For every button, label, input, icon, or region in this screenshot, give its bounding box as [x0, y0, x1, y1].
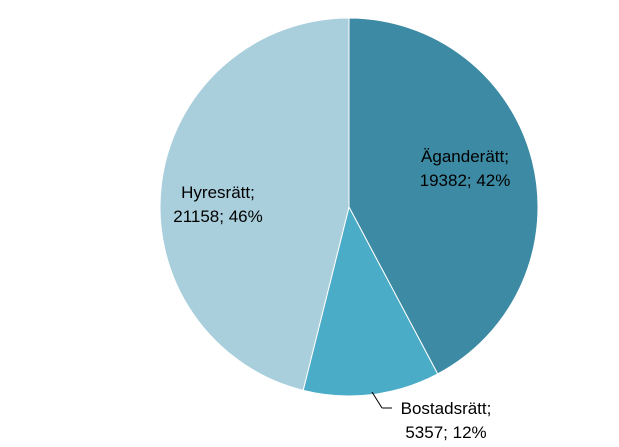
- hyresratt-label-value: 21158; 46%: [173, 207, 262, 226]
- aganderatt-label-name: Äganderätt;: [421, 147, 509, 166]
- pie-slice-bostadsratt: [302, 205, 439, 397]
- aganderatt-label-value: 19382; 42%: [420, 171, 511, 190]
- bostadsratt-label-value: 5357; 12%: [405, 423, 486, 442]
- hyresratt-label-name: Hyresrätt;: [181, 183, 255, 202]
- pie-slice-hyresratt: [159, 17, 350, 391]
- bostadsratt-label-name: Bostadsrätt;: [401, 399, 492, 418]
- pie-slice-aganderatt: [348, 17, 539, 375]
- pie-slices: [159, 17, 539, 397]
- bostadsratt-leader-line: [371, 391, 383, 409]
